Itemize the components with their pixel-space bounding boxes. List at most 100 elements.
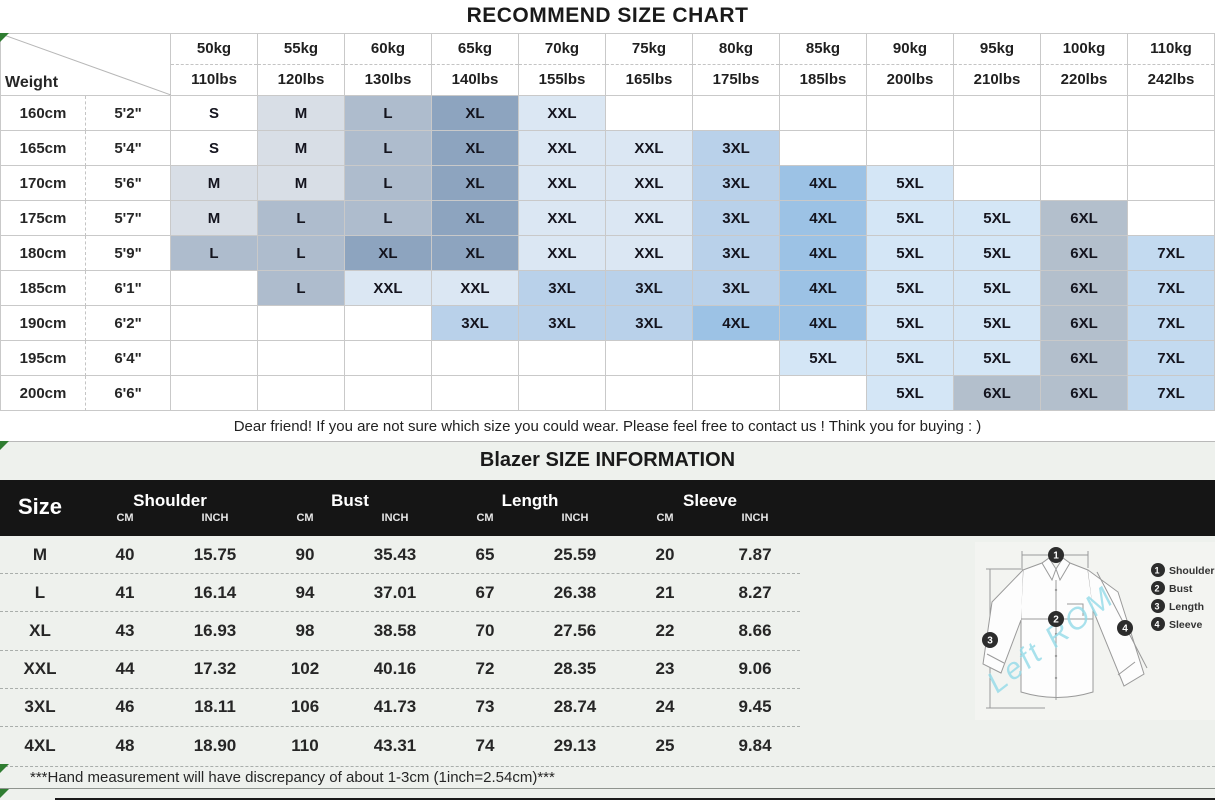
weight-kg-label: 85kg (780, 34, 866, 65)
size-cell: 5XL (954, 341, 1041, 376)
unit-cm-label: CM (116, 512, 134, 524)
unit-inch-label: INCH (561, 512, 589, 524)
size-cell: 3XL (693, 236, 780, 271)
blazer-measure-value: 9.45 (738, 697, 772, 717)
weight-column-header: 70kg 155lbs (519, 34, 606, 96)
weight-corner-cell: Weight (1, 34, 171, 96)
size-cell: 3XL (519, 271, 606, 306)
size-cell: 5XL (954, 271, 1041, 306)
size-cell: 5XL (954, 236, 1041, 271)
height-ft-label: 6'1" (86, 271, 171, 306)
size-cell: S (171, 131, 258, 166)
size-cell (1041, 131, 1128, 166)
size-cell (258, 341, 345, 376)
size-cell: 3XL (693, 271, 780, 306)
height-ft-label: 5'2" (86, 96, 171, 131)
size-chart-body: 160cm 5'2" S M L XL XXL 165cm 5'4" S M L XL XXL XXL 3XL… (1, 96, 1215, 411)
legend-label-bust: Bust (1169, 583, 1193, 595)
height-ft-label: 5'4" (86, 131, 171, 166)
size-cell: XXL (519, 236, 606, 271)
unit-cm-label: CM (656, 512, 674, 524)
blazer-group-sleeve: Sleeve (683, 491, 737, 510)
blazer-measure-value: 7.87 (738, 544, 772, 564)
size-cell (171, 376, 258, 411)
weight-column-header: 65kg 140lbs (432, 34, 519, 96)
blazer-measure-value: 43.31 (373, 736, 417, 756)
measurement-footnote: ***Hand measurement will have discrepanc… (0, 766, 1215, 789)
blazer-measure-value: 9.84 (738, 736, 772, 756)
size-cell: XXL (606, 236, 693, 271)
size-cell: 5XL (867, 201, 954, 236)
blazer-measure-value: 16.93 (193, 620, 237, 640)
blazer-measure-value: 21 (655, 582, 675, 602)
height-ft-label: 5'9" (86, 236, 171, 271)
weight-kg-label: 65kg (432, 34, 518, 65)
size-cell: XXL (519, 131, 606, 166)
size-cell: L (345, 96, 432, 131)
blazer-measure-value: 16.14 (193, 582, 237, 602)
blazer-table-row: 3XL 46 18.11 106 41.73 73 28.74 24 9.45 (0, 689, 800, 727)
size-cell (606, 96, 693, 131)
blazer-measure-value: 46 (115, 697, 135, 717)
size-cell: 5XL (867, 306, 954, 341)
size-cell: 3XL (606, 271, 693, 306)
weight-kg-label: 90kg (867, 34, 953, 65)
blazer-measure-value: 8.66 (738, 620, 772, 640)
blazer-measure-value: 15.75 (193, 544, 237, 564)
size-cell: 7XL (1128, 236, 1215, 271)
size-cell: XXL (519, 166, 606, 201)
size-cell (519, 341, 606, 376)
callout-1: 1 (1053, 551, 1059, 562)
unit-inch-label: INCH (201, 512, 229, 524)
size-cell: 3XL (606, 306, 693, 341)
blazer-measure-value: 48 (115, 736, 135, 756)
blazer-size-header: Size (17, 494, 63, 519)
weight-column-header: 100kg 220lbs (1041, 34, 1128, 96)
blazer-header-bar: Size Shoulder Bust Length Sleeve CM INCH C… (0, 480, 1215, 536)
size-cell: 7XL (1128, 341, 1215, 376)
blazer-section: Blazer SIZE INFORMATION Size Shoulder Bu… (0, 442, 1215, 800)
size-chart-header-row: Weight 50kg 110lbs 55kg 120lbs 60kg 130lbs 65k… (1, 34, 1215, 96)
blazer-measure-value: 35.43 (373, 544, 417, 564)
height-cm-label: 195cm (1, 341, 86, 376)
blazer-measure-value: 44 (115, 659, 135, 679)
size-cell: 6XL (1041, 201, 1128, 236)
callout-4: 4 (1122, 624, 1128, 635)
size-cell (258, 376, 345, 411)
size-cell (693, 376, 780, 411)
weight-kg-label: 95kg (954, 34, 1040, 65)
blazer-table-row: M 40 15.75 90 35.43 65 25.59 20 7.87 (0, 536, 800, 575)
height-cm-label: 180cm (1, 236, 86, 271)
weight-kg-label: 60kg (345, 34, 431, 65)
height-cm-label: 160cm (1, 96, 86, 131)
size-cell (606, 341, 693, 376)
unit-cm-label: CM (476, 512, 494, 524)
legend-num-1: 1 (1155, 566, 1160, 576)
size-cell (1128, 96, 1215, 131)
blazer-measure-value: 94 (295, 582, 315, 602)
blazer-measure-value: 18.90 (193, 736, 237, 756)
size-cell: 5XL (867, 271, 954, 306)
legend-label-length: Length (1169, 601, 1204, 613)
callout-2: 2 (1053, 615, 1059, 626)
blazer-measure-value: 28.74 (553, 697, 597, 717)
size-cell: M (171, 166, 258, 201)
blazer-group-length: Length (501, 491, 559, 510)
blazer-measure-value: 18.11 (194, 697, 236, 717)
blazer-size-label: M (32, 544, 48, 564)
size-cell: 5XL (867, 376, 954, 411)
blazer-size-label: 4XL (24, 736, 56, 756)
size-cell: 6XL (1041, 376, 1128, 411)
weight-lbs-label: 130lbs (364, 71, 412, 88)
size-cell (258, 306, 345, 341)
size-cell: XXL (606, 201, 693, 236)
size-cell: 3XL (693, 201, 780, 236)
blazer-measure-value: 102 (290, 659, 320, 679)
diagonal-line (1, 34, 171, 95)
blazer-size-label: 3XL (24, 697, 56, 717)
size-cell (606, 376, 693, 411)
blazer-measure-value: 23 (655, 659, 675, 679)
size-cell: XL (432, 131, 519, 166)
size-cell: 7XL (1128, 306, 1215, 341)
blazer-measure-value: 41 (115, 582, 135, 602)
